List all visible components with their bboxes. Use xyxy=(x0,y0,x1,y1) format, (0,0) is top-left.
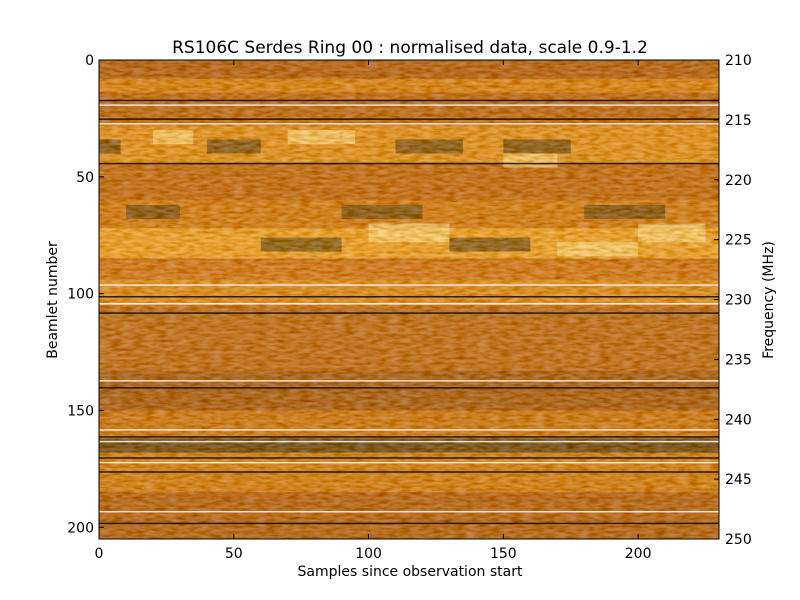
heatmap-stripe xyxy=(99,284,719,286)
heatmap-stripe xyxy=(99,295,719,298)
y2-tick-label: 250 xyxy=(725,532,752,548)
y-tick-label: 0 xyxy=(85,53,94,69)
heatmap-stripe xyxy=(99,522,719,525)
heatmap-stripe xyxy=(99,429,719,431)
x-axis-label: Samples since observation start xyxy=(298,564,523,580)
heatmap-stripe xyxy=(99,461,719,464)
heatmap-stripe xyxy=(99,123,719,125)
heatmap-stripe xyxy=(99,162,719,165)
y-tick-label: 50 xyxy=(76,170,94,186)
x-tick-label: 50 xyxy=(225,546,243,562)
x-tick-label: 100 xyxy=(355,546,382,562)
y2-tick-label: 220 xyxy=(725,173,752,189)
y2-tick-label: 225 xyxy=(725,233,752,249)
heatmap-stripe xyxy=(99,312,719,314)
heatmap-stripe xyxy=(99,436,719,438)
x-tick-label: 200 xyxy=(625,546,652,562)
chart-title: RS106C Serdes Ring 00 : normalised data,… xyxy=(172,38,648,58)
y-axis-label: Beamlet number xyxy=(45,241,61,359)
y-tick-label: 150 xyxy=(67,403,94,419)
heatmap-stripe xyxy=(99,380,719,382)
y-tick-label: 200 xyxy=(67,520,94,536)
heatmap-stripe xyxy=(99,471,719,473)
heatmap-stripe xyxy=(99,104,719,106)
y-tick-label: 100 xyxy=(67,287,94,303)
x-tick-label: 150 xyxy=(490,546,517,562)
y2-tick-label: 230 xyxy=(725,293,752,309)
x-axis-ticks: 0 50 100 150 200 xyxy=(95,60,652,562)
y2-axis-label: Frequency (MHz) xyxy=(761,241,777,359)
y2-tick-label: 235 xyxy=(725,352,752,368)
y2-tick-label: 245 xyxy=(725,472,752,488)
heatmap-stripe xyxy=(99,303,719,305)
y2-tick-label: 215 xyxy=(725,113,752,129)
heatmap-stripe xyxy=(99,457,719,459)
y2-tick-label: 240 xyxy=(725,412,752,428)
heatmap-stripes xyxy=(99,99,719,525)
plot-area xyxy=(99,60,719,539)
heatmap-stripe xyxy=(99,387,719,389)
y2-tick-label: 210 xyxy=(725,53,752,69)
heatmap-stripe xyxy=(99,440,719,443)
heatmap-stripe xyxy=(99,118,719,120)
y2-axis-ticks: 210 215 220 225 230 235 240 245 250 xyxy=(714,53,752,548)
heatmap-stripe xyxy=(99,510,719,513)
x-tick-label: 0 xyxy=(95,546,104,562)
heatmap-texture xyxy=(99,60,719,539)
y-axis-ticks: 0 50 100 150 200 xyxy=(67,53,104,536)
heatmap-stripe xyxy=(99,99,719,102)
